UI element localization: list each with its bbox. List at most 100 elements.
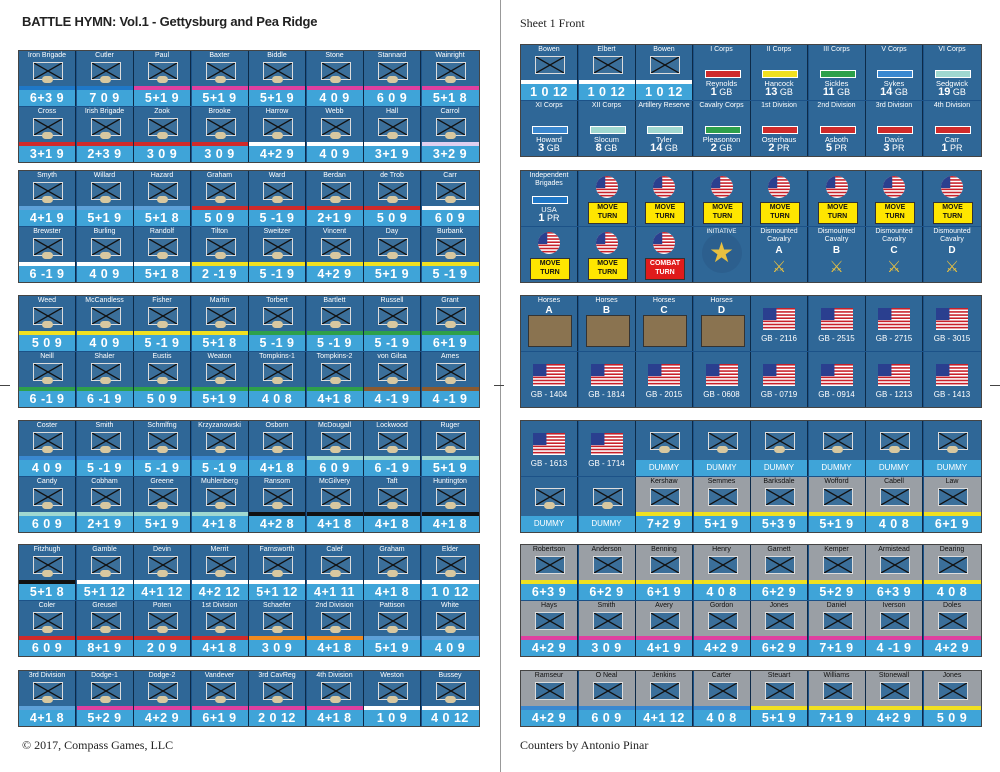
unit-counter[interactable]: Farnsworth 5+1 12 — [249, 545, 306, 600]
counter[interactable]: Bowen 1 0 12 — [636, 45, 693, 100]
counter[interactable]: Cabell 4 0 8 — [866, 476, 923, 532]
counter[interactable]: II Corps Hancock 13 GB — [751, 45, 808, 100]
unit-counter[interactable]: Taft 4+1 8 — [364, 476, 421, 532]
counter[interactable]: GB - 1714 — [578, 421, 636, 476]
counter[interactable]: DUMMY — [808, 421, 866, 476]
counter[interactable]: GB - 0608 — [693, 351, 751, 407]
unit-counter[interactable]: Paul 5+1 9 — [134, 51, 191, 106]
counter[interactable]: Law 6+1 9 — [923, 476, 981, 532]
unit-counter[interactable]: Devin 4+1 12 — [134, 545, 191, 600]
counter[interactable]: DUMMY — [636, 421, 693, 476]
unit-counter[interactable]: McGilvery 4+1 8 — [306, 476, 364, 532]
counter[interactable]: Steuart 5+1 9 — [751, 671, 808, 726]
counter[interactable]: Armistead 6+3 9 — [866, 545, 923, 600]
counter[interactable]: Benning 6+1 9 — [636, 545, 693, 600]
counter[interactable]: Henry 4 0 8 — [693, 545, 751, 600]
unit-counter[interactable]: Vandever 6+1 9 — [191, 671, 249, 726]
unit-counter[interactable]: de Trob 5 0 9 — [364, 171, 421, 226]
counter[interactable]: GB - 1413 — [923, 351, 981, 407]
unit-counter[interactable]: Grant 6+1 9 — [421, 296, 479, 351]
counter[interactable]: COMBAT TURN — [636, 226, 693, 282]
counter[interactable]: Ramseur 4+2 9 — [521, 671, 578, 726]
unit-counter[interactable]: Ames 4 -1 9 — [421, 351, 479, 407]
unit-counter[interactable]: Carrol 3+2 9 — [421, 106, 479, 162]
counter[interactable]: Semmes 5+1 9 — [693, 476, 751, 532]
counter[interactable]: 2nd Division Asboth 5 PR — [808, 100, 866, 156]
unit-counter[interactable]: Berdan 2+1 9 — [306, 171, 364, 226]
counter[interactable]: Avery 4+1 9 — [636, 600, 693, 656]
counter[interactable]: GB - 0914 — [808, 351, 866, 407]
counter[interactable]: Artillery Reserve Tyler 14 GB — [636, 100, 693, 156]
counter[interactable]: GB - 2015 — [636, 351, 693, 407]
unit-counter[interactable]: Graham 4+1 8 — [364, 545, 421, 600]
unit-counter[interactable]: Harrow 4+2 9 — [249, 106, 306, 162]
counter[interactable]: MOVE TURN — [808, 171, 866, 226]
unit-counter[interactable]: Ward 5 -1 9 — [249, 171, 306, 226]
unit-counter[interactable]: Ransom 4+2 8 — [249, 476, 306, 532]
counter[interactable]: MOVE TURN — [693, 171, 751, 226]
unit-counter[interactable]: Huntington 4+1 8 — [421, 476, 479, 532]
counter[interactable]: XII Corps Slocum 8 GB — [578, 100, 636, 156]
counter[interactable]: O Neal 6 0 9 — [578, 671, 636, 726]
counter[interactable]: GB - 2715 — [866, 296, 923, 351]
unit-counter[interactable]: Smith 5 -1 9 — [76, 421, 134, 476]
unit-counter[interactable]: Day 5+1 9 — [364, 226, 421, 282]
unit-counter[interactable]: McDougall 6 0 9 — [306, 421, 364, 476]
counter[interactable]: MOVE TURN — [636, 171, 693, 226]
unit-counter[interactable]: Tilton 2 -1 9 — [191, 226, 249, 282]
unit-counter[interactable]: Brewster 6 -1 9 — [19, 226, 76, 282]
counter[interactable]: Dearing 4 0 8 — [923, 545, 981, 600]
unit-counter[interactable]: Weed 5 0 9 — [19, 296, 76, 351]
unit-counter[interactable]: Fitzhugh 5+1 8 — [19, 545, 76, 600]
unit-counter[interactable]: Stone 4 0 9 — [306, 51, 364, 106]
unit-counter[interactable]: Russell 5 -1 9 — [364, 296, 421, 351]
counter[interactable]: GB - 0719 — [751, 351, 808, 407]
unit-counter[interactable]: Gamble 5+1 12 — [76, 545, 134, 600]
counter[interactable]: Dismounted Cavalry ⚔ B — [808, 226, 866, 282]
unit-counter[interactable]: Wainright 5+1 8 — [421, 51, 479, 106]
unit-counter[interactable]: Cobham 2+1 9 — [76, 476, 134, 532]
unit-counter[interactable]: Fisher 5 -1 9 — [134, 296, 191, 351]
unit-counter[interactable]: 4th Division 4+1 8 — [306, 671, 364, 726]
counter[interactable]: 4th Division Carr 1 PR — [923, 100, 981, 156]
unit-counter[interactable]: Weaton 5+1 9 — [191, 351, 249, 407]
counter[interactable]: I Corps Reynolds 1 GB — [693, 45, 751, 100]
unit-counter[interactable]: Candy 6 0 9 — [19, 476, 76, 532]
counter[interactable]: GB - 2515 — [808, 296, 866, 351]
counter[interactable]: MOVE TURN — [578, 226, 636, 282]
counter[interactable]: Barksdale 5+3 9 — [751, 476, 808, 532]
counter[interactable]: VI Corps Sedgwick 19 GB — [923, 45, 981, 100]
unit-counter[interactable]: Schmlfng 5 -1 9 — [134, 421, 191, 476]
unit-counter[interactable]: Elder 1 0 12 — [421, 545, 479, 600]
unit-counter[interactable]: Burling 4 0 9 — [76, 226, 134, 282]
unit-counter[interactable]: Greene 5+1 9 — [134, 476, 191, 532]
counter[interactable]: DUMMY — [521, 476, 578, 532]
counter[interactable]: III Corps Sickles 11 GB — [808, 45, 866, 100]
counter[interactable]: Daniel 7+1 9 — [808, 600, 866, 656]
unit-counter[interactable]: Hazard 5+1 8 — [134, 171, 191, 226]
unit-counter[interactable]: Eustis 5 0 9 — [134, 351, 191, 407]
counter[interactable]: Dismounted Cavalry ⚔ D — [923, 226, 981, 282]
counter[interactable]: GB - 3015 — [923, 296, 981, 351]
counter[interactable]: DUMMY — [866, 421, 923, 476]
counter[interactable]: Horses D — [693, 296, 751, 351]
counter[interactable]: GB - 1814 — [578, 351, 636, 407]
unit-counter[interactable]: Torbert 5 -1 9 — [249, 296, 306, 351]
counter[interactable]: GB - 1613 — [521, 421, 578, 476]
counter[interactable]: Horses B — [578, 296, 636, 351]
counter[interactable]: MOVE TURN — [923, 171, 981, 226]
unit-counter[interactable]: Coler 6 0 9 — [19, 600, 76, 656]
unit-counter[interactable]: Dodge-1 5+2 9 — [76, 671, 134, 726]
unit-counter[interactable]: Calef 4+1 11 — [306, 545, 364, 600]
unit-counter[interactable]: Zook 3 0 9 — [134, 106, 191, 162]
counter[interactable]: Smith 3 0 9 — [578, 600, 636, 656]
unit-counter[interactable]: 2nd Division 4+1 8 — [306, 600, 364, 656]
counter[interactable]: Doles 4+2 9 — [923, 600, 981, 656]
unit-counter[interactable]: Pattison 5+1 9 — [364, 600, 421, 656]
unit-counter[interactable]: Lockwood 6 -1 9 — [364, 421, 421, 476]
counter[interactable]: Dismounted Cavalry ⚔ C — [866, 226, 923, 282]
counter[interactable]: Wofford 5+1 9 — [808, 476, 866, 532]
unit-counter[interactable]: Irish Brigade 2+3 9 — [76, 106, 134, 162]
unit-counter[interactable]: Biddle 5+1 9 — [249, 51, 306, 106]
unit-counter[interactable]: Bussey 4 0 12 — [421, 671, 479, 726]
